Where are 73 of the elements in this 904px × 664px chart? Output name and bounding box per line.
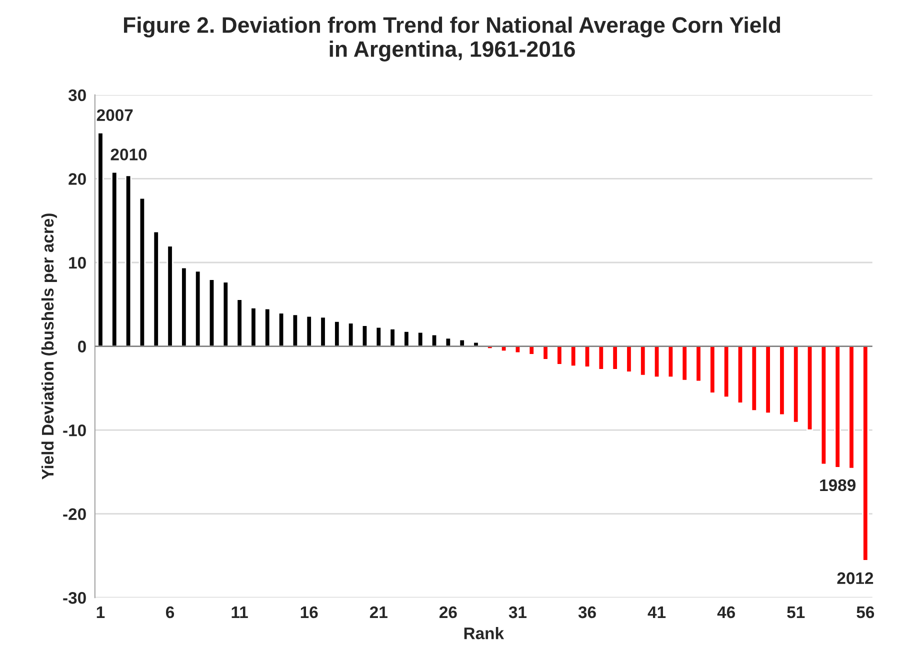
- bar: [361, 324, 368, 347]
- bar: [862, 346, 869, 562]
- x-tick-label: 56: [856, 606, 874, 618]
- x-tick-label: 1: [96, 606, 105, 618]
- x-tick-label: 21: [370, 606, 388, 618]
- bar: [111, 171, 118, 347]
- annotation: 2007: [96, 109, 133, 122]
- bar: [626, 346, 632, 373]
- y-tick-label: 20: [68, 173, 86, 185]
- bar: [292, 314, 299, 347]
- bar: [848, 346, 855, 470]
- annotation: 2012: [837, 572, 874, 584]
- bar: [834, 346, 841, 468]
- bar: [250, 307, 257, 347]
- y-tick-label: 30: [68, 89, 86, 102]
- bar: [640, 346, 646, 376]
- x-tick-label: 26: [439, 606, 457, 618]
- bar: [194, 270, 202, 347]
- bar: [320, 316, 326, 347]
- bar: [764, 346, 772, 414]
- bar: [208, 278, 216, 347]
- bar: [612, 346, 618, 370]
- x-tick-label: 16: [300, 606, 318, 618]
- bar: [222, 281, 229, 347]
- y-tick-label: -20: [63, 508, 86, 520]
- bar: [570, 346, 577, 368]
- bar: [556, 346, 563, 366]
- bar: [709, 346, 716, 394]
- bar: [152, 230, 160, 347]
- bar: [667, 346, 674, 378]
- y-tick-label: 10: [69, 256, 86, 269]
- bar: [722, 346, 730, 398]
- bar: [653, 346, 660, 378]
- bar: [97, 132, 104, 347]
- x-tick-label: 36: [578, 606, 596, 618]
- bar: [306, 315, 312, 347]
- annotation: 1989: [820, 479, 856, 492]
- bar: [736, 346, 744, 404]
- chart-title: Figure 2. Deviation from Trend for National Average Corn Yield in Argentina, 1961-2016: [124, 16, 780, 62]
- y-tick-label: -30: [63, 592, 86, 604]
- bar: [375, 326, 382, 347]
- x-tick-label: 31: [508, 606, 527, 618]
- bar: [778, 346, 786, 416]
- bar: [584, 346, 591, 368]
- bar: [347, 322, 354, 347]
- bar: [542, 346, 549, 360]
- y-axis-title: Yield Deviation (bushels per acre): [41, 214, 57, 480]
- bar: [264, 308, 271, 347]
- bar: [403, 330, 410, 347]
- x-axis-title: Rank: [464, 627, 504, 640]
- bar: [389, 328, 396, 347]
- bar: [806, 346, 814, 431]
- bar: [278, 312, 285, 347]
- y-tick-label: 0: [78, 340, 86, 352]
- bar: [180, 266, 188, 347]
- bar: [695, 346, 702, 382]
- x-tick-label: 51: [787, 606, 805, 618]
- bar: [750, 346, 758, 412]
- bar: [236, 298, 243, 347]
- x-tick-label: 11: [232, 606, 248, 618]
- bar: [598, 346, 604, 370]
- bar: [138, 197, 146, 347]
- y-tick-label: -10: [63, 424, 86, 436]
- bar: [792, 346, 800, 424]
- bar: [166, 245, 174, 347]
- bar: [681, 346, 688, 382]
- x-tick-label: 6: [166, 606, 174, 618]
- bar: [124, 174, 132, 347]
- annotation: 2010: [110, 148, 147, 160]
- x-tick-label: 46: [717, 606, 735, 618]
- x-tick-label: 41: [648, 606, 666, 618]
- bar: [334, 320, 340, 347]
- bar: [820, 346, 828, 466]
